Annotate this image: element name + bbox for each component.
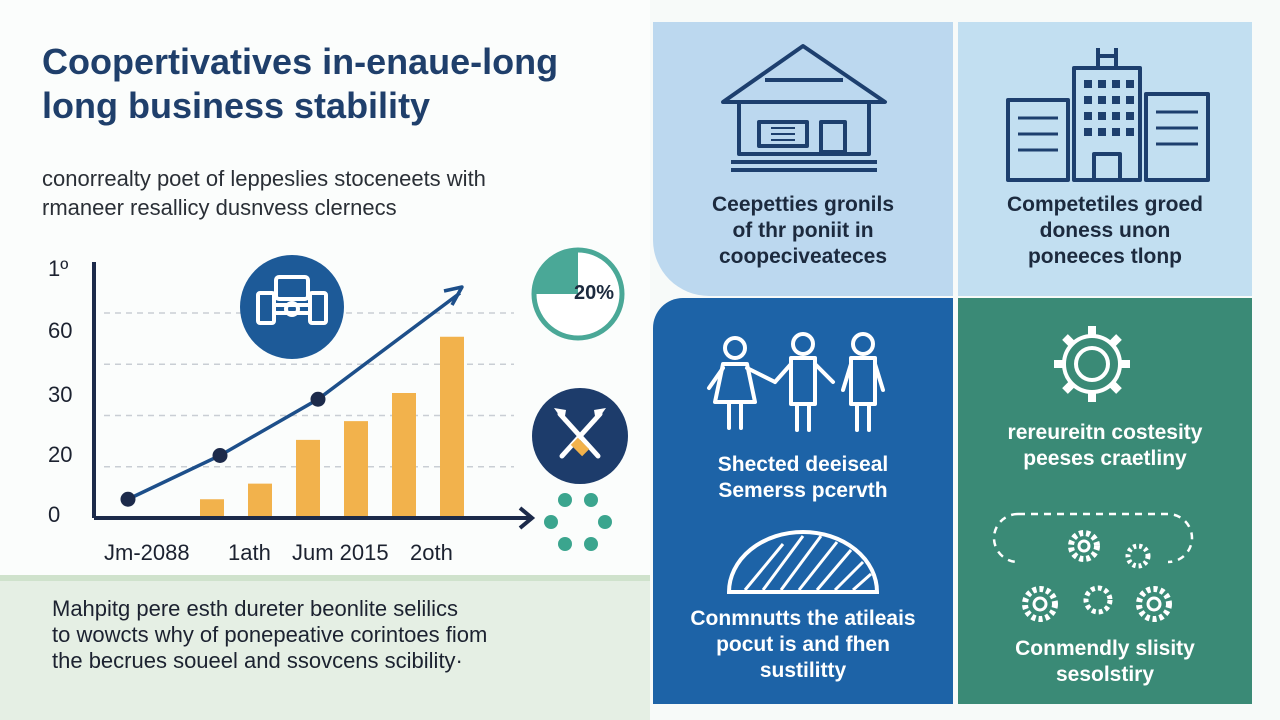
tile-4-line-1: rereureitn costesity bbox=[1007, 421, 1203, 444]
growth-chart: 0 20 30 60 1º Jm-2088 1ath Jum 2015 2oth bbox=[30, 250, 650, 570]
x-tick-label: Jm-2088 bbox=[104, 540, 190, 565]
chart-point bbox=[310, 391, 326, 407]
tile-2-text: Competetiles groed doness unon poneeces … bbox=[958, 192, 1252, 270]
house-icon bbox=[721, 44, 887, 172]
y-tick-label: 0 bbox=[48, 502, 60, 527]
chart-bar bbox=[200, 499, 224, 518]
tile-3-line-5: sustilitty bbox=[759, 659, 847, 682]
gear-icon bbox=[1054, 326, 1130, 402]
tile-4-text-top: rereureitn costesity peeses craetliny bbox=[958, 420, 1252, 472]
y-tick-label: 60 bbox=[48, 318, 72, 343]
tile-2-line-2: doness unon bbox=[1039, 219, 1171, 242]
chart-svg: 0 20 30 60 1º Jm-2088 1ath Jum 2015 2oth bbox=[48, 256, 536, 565]
y-tick-label: 30 bbox=[48, 382, 72, 407]
chart-bar bbox=[248, 483, 272, 518]
tile-3-line-1: Shected deeiseal bbox=[717, 453, 889, 476]
summary-line-1: Mahpitg pere esth dureter beonlite selil… bbox=[52, 596, 459, 621]
tile-1-line-1: Ceepetties gronils bbox=[711, 193, 895, 216]
tile-3-text-bottom: Conmnutts the atileais pocut is and fhen… bbox=[653, 606, 953, 684]
tile-3-text-top: Shected deeiseal Semerss pcervth bbox=[653, 452, 953, 504]
y-tick-label: 20 bbox=[48, 442, 72, 467]
pie-chart-icon: 20% bbox=[530, 246, 626, 342]
tile-2-line-3: poneeces tlonp bbox=[1027, 245, 1183, 268]
tile-resilience: rereureitn costesity peeses craetliny Co… bbox=[958, 298, 1252, 704]
tile-1-line-3: coopeciveateces bbox=[718, 245, 888, 268]
plug-icon bbox=[240, 255, 344, 359]
pie-label: 20% bbox=[574, 282, 615, 304]
chart-line bbox=[127, 291, 462, 501]
chart-line-arrow bbox=[443, 285, 464, 306]
tile-1-text: Ceepetties gronils of thr poniit in coop… bbox=[653, 192, 953, 270]
dots-ring-icon bbox=[543, 492, 613, 552]
chart-bar bbox=[344, 421, 368, 518]
buildings-icon bbox=[1006, 48, 1210, 182]
title-line-2: long business stability bbox=[42, 85, 431, 126]
tile-3-line-4: pocut is and fhen bbox=[716, 633, 890, 656]
tile-1-line-2: of thr poniit in bbox=[732, 219, 874, 242]
chart-point bbox=[212, 448, 228, 463]
tile-cooperatives: Ceepetties gronils of thr poniit in coop… bbox=[653, 22, 953, 296]
tile-4-line-2: peeses craetliny bbox=[1023, 447, 1187, 470]
x-tick-label: 2oth bbox=[410, 540, 453, 565]
tile-4-line-4: sesolstiry bbox=[1055, 663, 1155, 686]
gears-icon bbox=[992, 512, 1194, 622]
chart-point bbox=[120, 491, 136, 507]
page-subtitle: conorrealty poet of leppeslies stoceneet… bbox=[42, 164, 632, 222]
page-title: Coopertivatives in-enaue-long long busin… bbox=[42, 40, 642, 128]
chart-bar bbox=[392, 393, 416, 518]
tile-4-text-bottom: Conmendly slisity sesolstiry bbox=[958, 636, 1252, 688]
summary-band bbox=[0, 575, 650, 720]
tile-3-line-3: Conmnutts the atileais bbox=[690, 607, 916, 630]
summary-text: Mahpitg pere esth dureter beonlite selil… bbox=[52, 596, 632, 674]
tile-2-line-1: Competetiles groed bbox=[1006, 193, 1204, 216]
x-tick-label: 1ath bbox=[228, 540, 271, 565]
tile-4-line-3: Conmendly slisity bbox=[1015, 637, 1195, 660]
chart-bar bbox=[440, 336, 464, 518]
tile-competitors: Competetiles groed doness unon poneeces … bbox=[958, 22, 1252, 296]
tile-3-line-2: Semerss pcervth bbox=[718, 479, 888, 502]
chart-bar bbox=[296, 439, 320, 518]
summary-line-2: to wowcts why of ponepeative corintoes f… bbox=[52, 622, 488, 647]
subtitle-line-1: conorrealty poet of leppeslies stoceneet… bbox=[42, 166, 486, 191]
title-line-1: Coopertivatives in-enaue-long bbox=[42, 41, 559, 82]
tools-icon bbox=[532, 388, 628, 484]
tile-shared-decisions: Shected deeiseal Semerss pcervth Conmnut… bbox=[653, 298, 953, 704]
y-tick-label: 1º bbox=[48, 256, 68, 281]
dome-icon bbox=[726, 530, 880, 594]
x-tick-label: Jum 2015 bbox=[292, 540, 389, 565]
summary-line-3: the becrues soueel and ssovcens scibilit… bbox=[52, 648, 463, 673]
people-icon bbox=[707, 332, 885, 432]
subtitle-line-2: rmaneer resallicy dusnvess clernecs bbox=[42, 195, 397, 220]
x-axis-arrow bbox=[518, 506, 536, 530]
